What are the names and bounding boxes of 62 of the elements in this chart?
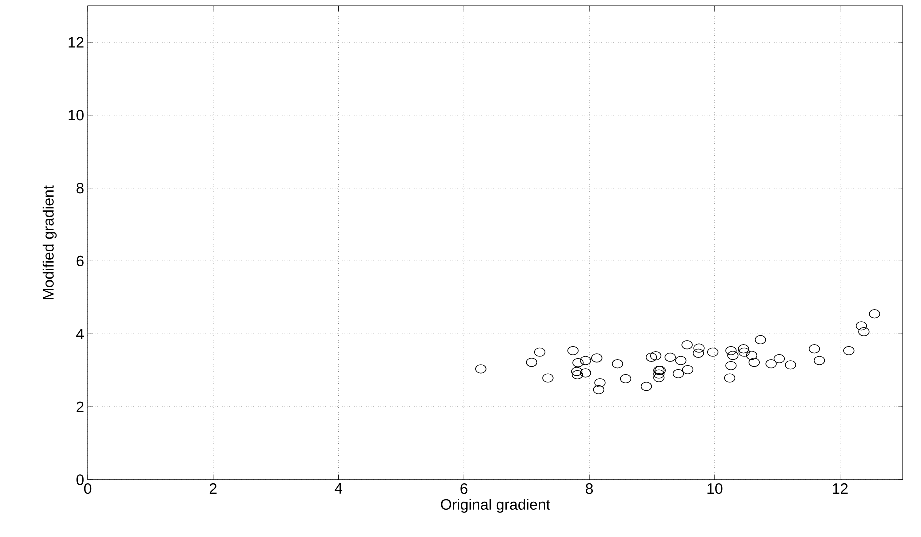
point bbox=[738, 344, 750, 354]
point bbox=[672, 369, 684, 378]
point bbox=[475, 364, 487, 374]
y-tick-label: 4 bbox=[76, 328, 84, 340]
point bbox=[748, 358, 760, 368]
point bbox=[814, 356, 826, 366]
y-tick-label: 8 bbox=[76, 182, 84, 194]
point bbox=[646, 352, 658, 362]
point bbox=[809, 344, 820, 354]
y-tick-label: 2 bbox=[76, 402, 84, 412]
x-tick-label: 2 bbox=[210, 484, 217, 494]
point bbox=[572, 370, 584, 380]
point bbox=[738, 348, 750, 357]
point bbox=[785, 360, 796, 370]
point bbox=[726, 346, 737, 356]
point bbox=[694, 344, 705, 353]
point bbox=[654, 373, 665, 382]
point bbox=[766, 359, 777, 369]
point bbox=[664, 352, 676, 362]
point bbox=[526, 358, 538, 368]
point bbox=[580, 356, 592, 366]
point bbox=[591, 354, 603, 363]
y-tick-label: 12 bbox=[68, 37, 84, 48]
point bbox=[593, 385, 605, 394]
point bbox=[726, 361, 737, 370]
point bbox=[843, 346, 855, 356]
point bbox=[858, 327, 870, 337]
point bbox=[571, 367, 583, 376]
point bbox=[746, 351, 758, 360]
y-tick-label: 10 bbox=[68, 110, 84, 121]
point bbox=[534, 348, 546, 357]
point bbox=[682, 340, 693, 350]
y-axis-title: Modified gradient bbox=[42, 186, 57, 300]
point bbox=[580, 368, 592, 378]
point bbox=[612, 359, 624, 369]
point bbox=[650, 351, 662, 361]
point bbox=[724, 374, 736, 383]
point bbox=[728, 351, 739, 360]
point bbox=[568, 346, 579, 356]
point bbox=[869, 310, 880, 319]
y-tick-label: 6 bbox=[76, 256, 84, 267]
point bbox=[675, 356, 687, 366]
point bbox=[774, 354, 786, 364]
point bbox=[620, 374, 632, 384]
x-tick-label: 8 bbox=[586, 484, 594, 494]
x-axis-title: Original gradient bbox=[441, 499, 550, 513]
x-tick-label: 12 bbox=[833, 484, 848, 494]
x-tick-label: 10 bbox=[708, 484, 723, 494]
point bbox=[856, 322, 868, 331]
x-tick-label: 4 bbox=[334, 484, 343, 494]
point bbox=[707, 348, 719, 357]
x-tick-label: 0 bbox=[84, 484, 92, 494]
point bbox=[682, 365, 694, 374]
point bbox=[755, 335, 766, 345]
point bbox=[542, 374, 554, 383]
point bbox=[594, 378, 606, 388]
point bbox=[693, 348, 704, 358]
x-tick-label: 6 bbox=[460, 484, 468, 494]
point bbox=[640, 382, 652, 392]
point bbox=[654, 370, 665, 379]
y-tick-label: 0 bbox=[76, 474, 84, 486]
point bbox=[572, 358, 584, 368]
